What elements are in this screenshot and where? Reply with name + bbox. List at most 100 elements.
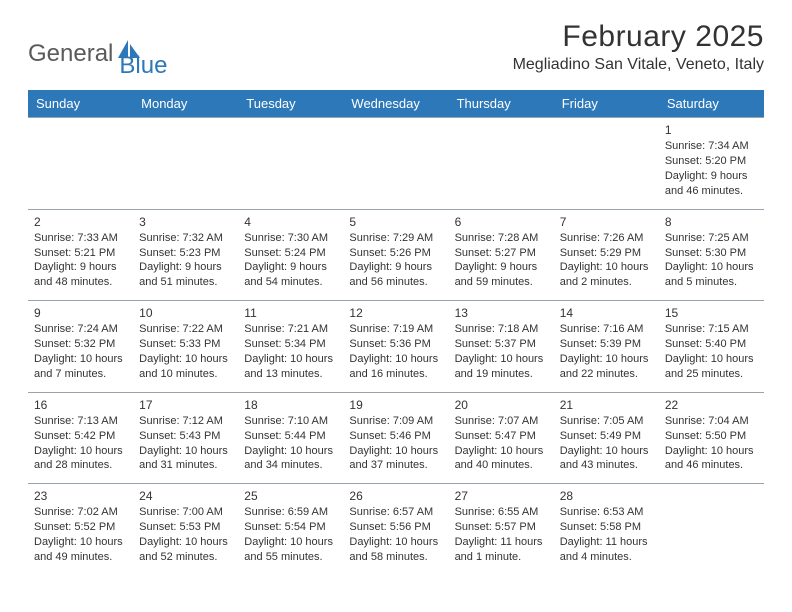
sunset-text: Sunset: 5:20 PM — [665, 154, 758, 169]
sunrise-text: Sunrise: 7:24 AM — [34, 322, 127, 337]
sunset-text: Sunset: 5:53 PM — [139, 520, 232, 535]
calendar-cell: 14Sunrise: 7:16 AMSunset: 5:39 PMDayligh… — [554, 301, 659, 393]
sunset-text: Sunset: 5:21 PM — [34, 246, 127, 261]
calendar-cell: 28Sunrise: 6:53 AMSunset: 5:58 PMDayligh… — [554, 484, 659, 575]
day-number: 7 — [560, 214, 653, 230]
daylight-text: Daylight: 10 hours and 22 minutes. — [560, 352, 653, 382]
calendar-week: 2Sunrise: 7:33 AMSunset: 5:21 PMDaylight… — [28, 209, 764, 301]
calendar-cell: 18Sunrise: 7:10 AMSunset: 5:44 PMDayligh… — [238, 392, 343, 484]
day-header: Thursday — [449, 90, 554, 118]
sunrise-text: Sunrise: 7:10 AM — [244, 414, 337, 429]
day-number: 10 — [139, 305, 232, 321]
day-number: 28 — [560, 488, 653, 504]
sunrise-text: Sunrise: 7:26 AM — [560, 231, 653, 246]
sunset-text: Sunset: 5:34 PM — [244, 337, 337, 352]
sunrise-text: Sunrise: 7:21 AM — [244, 322, 337, 337]
sunrise-text: Sunrise: 7:34 AM — [665, 139, 758, 154]
daylight-text: Daylight: 10 hours and 7 minutes. — [34, 352, 127, 382]
calendar-cell: 11Sunrise: 7:21 AMSunset: 5:34 PMDayligh… — [238, 301, 343, 393]
calendar-cell: 13Sunrise: 7:18 AMSunset: 5:37 PMDayligh… — [449, 301, 554, 393]
calendar-week: 1Sunrise: 7:34 AMSunset: 5:20 PMDaylight… — [28, 118, 764, 210]
calendar-cell-empty — [449, 118, 554, 210]
calendar-cell: 3Sunrise: 7:32 AMSunset: 5:23 PMDaylight… — [133, 209, 238, 301]
calendar-cell: 5Sunrise: 7:29 AMSunset: 5:26 PMDaylight… — [343, 209, 448, 301]
daylight-text: Daylight: 9 hours and 54 minutes. — [244, 260, 337, 290]
daylight-text: Daylight: 10 hours and 58 minutes. — [349, 535, 442, 565]
daylight-text: Daylight: 10 hours and 19 minutes. — [455, 352, 548, 382]
daylight-text: Daylight: 10 hours and 43 minutes. — [560, 444, 653, 474]
calendar-week: 16Sunrise: 7:13 AMSunset: 5:42 PMDayligh… — [28, 392, 764, 484]
sunrise-text: Sunrise: 7:00 AM — [139, 505, 232, 520]
sunset-text: Sunset: 5:40 PM — [665, 337, 758, 352]
daylight-text: Daylight: 10 hours and 10 minutes. — [139, 352, 232, 382]
calendar-cell-empty — [343, 118, 448, 210]
sunrise-text: Sunrise: 6:59 AM — [244, 505, 337, 520]
daylight-text: Daylight: 9 hours and 51 minutes. — [139, 260, 232, 290]
day-number: 20 — [455, 397, 548, 413]
day-number: 16 — [34, 397, 127, 413]
location: Megliadino San Vitale, Veneto, Italy — [513, 56, 764, 74]
daylight-text: Daylight: 10 hours and 13 minutes. — [244, 352, 337, 382]
sunset-text: Sunset: 5:54 PM — [244, 520, 337, 535]
sunrise-text: Sunrise: 7:29 AM — [349, 231, 442, 246]
sunrise-text: Sunrise: 6:55 AM — [455, 505, 548, 520]
sunrise-text: Sunrise: 6:53 AM — [560, 505, 653, 520]
calendar-cell: 21Sunrise: 7:05 AMSunset: 5:49 PMDayligh… — [554, 392, 659, 484]
sunset-text: Sunset: 5:43 PM — [139, 429, 232, 444]
daylight-text: Daylight: 10 hours and 52 minutes. — [139, 535, 232, 565]
daylight-text: Daylight: 10 hours and 25 minutes. — [665, 352, 758, 382]
logo-text-general: General — [28, 40, 113, 68]
daylight-text: Daylight: 10 hours and 16 minutes. — [349, 352, 442, 382]
calendar-week: 23Sunrise: 7:02 AMSunset: 5:52 PMDayligh… — [28, 484, 764, 575]
calendar-cell: 26Sunrise: 6:57 AMSunset: 5:56 PMDayligh… — [343, 484, 448, 575]
sunset-text: Sunset: 5:57 PM — [455, 520, 548, 535]
sunrise-text: Sunrise: 7:16 AM — [560, 322, 653, 337]
calendar-cell-empty — [133, 118, 238, 210]
sunrise-text: Sunrise: 7:15 AM — [665, 322, 758, 337]
sunset-text: Sunset: 5:29 PM — [560, 246, 653, 261]
sunrise-text: Sunrise: 7:33 AM — [34, 231, 127, 246]
calendar-cell: 24Sunrise: 7:00 AMSunset: 5:53 PMDayligh… — [133, 484, 238, 575]
calendar-cell: 8Sunrise: 7:25 AMSunset: 5:30 PMDaylight… — [659, 209, 764, 301]
day-header: Saturday — [659, 90, 764, 118]
calendar-week: 9Sunrise: 7:24 AMSunset: 5:32 PMDaylight… — [28, 301, 764, 393]
daylight-text: Daylight: 10 hours and 34 minutes. — [244, 444, 337, 474]
day-number: 5 — [349, 214, 442, 230]
calendar-cell: 20Sunrise: 7:07 AMSunset: 5:47 PMDayligh… — [449, 392, 554, 484]
calendar-cell: 27Sunrise: 6:55 AMSunset: 5:57 PMDayligh… — [449, 484, 554, 575]
daylight-text: Daylight: 10 hours and 2 minutes. — [560, 260, 653, 290]
day-number: 22 — [665, 397, 758, 413]
day-number: 24 — [139, 488, 232, 504]
day-header: Friday — [554, 90, 659, 118]
daylight-text: Daylight: 11 hours and 1 minute. — [455, 535, 548, 565]
calendar-cell: 23Sunrise: 7:02 AMSunset: 5:52 PMDayligh… — [28, 484, 133, 575]
month-title: February 2025 — [513, 20, 764, 54]
daylight-text: Daylight: 11 hours and 4 minutes. — [560, 535, 653, 565]
calendar-cell: 4Sunrise: 7:30 AMSunset: 5:24 PMDaylight… — [238, 209, 343, 301]
day-number: 11 — [244, 305, 337, 321]
calendar-cell: 2Sunrise: 7:33 AMSunset: 5:21 PMDaylight… — [28, 209, 133, 301]
day-header: Wednesday — [343, 90, 448, 118]
calendar-body: 1Sunrise: 7:34 AMSunset: 5:20 PMDaylight… — [28, 118, 764, 575]
day-number: 19 — [349, 397, 442, 413]
sunrise-text: Sunrise: 7:02 AM — [34, 505, 127, 520]
sunrise-text: Sunrise: 7:25 AM — [665, 231, 758, 246]
sunset-text: Sunset: 5:47 PM — [455, 429, 548, 444]
day-number: 15 — [665, 305, 758, 321]
calendar-cell-empty — [554, 118, 659, 210]
daylight-text: Daylight: 9 hours and 48 minutes. — [34, 260, 127, 290]
title-block: February 2025 Megliadino San Vitale, Ven… — [513, 20, 764, 74]
day-number: 12 — [349, 305, 442, 321]
sunset-text: Sunset: 5:49 PM — [560, 429, 653, 444]
day-number: 8 — [665, 214, 758, 230]
sunrise-text: Sunrise: 7:12 AM — [139, 414, 232, 429]
day-number: 13 — [455, 305, 548, 321]
sunset-text: Sunset: 5:32 PM — [34, 337, 127, 352]
sunset-text: Sunset: 5:37 PM — [455, 337, 548, 352]
day-number: 26 — [349, 488, 442, 504]
daylight-text: Daylight: 10 hours and 49 minutes. — [34, 535, 127, 565]
sunrise-text: Sunrise: 7:13 AM — [34, 414, 127, 429]
day-number: 25 — [244, 488, 337, 504]
calendar-cell-empty — [659, 484, 764, 575]
daylight-text: Daylight: 9 hours and 59 minutes. — [455, 260, 548, 290]
